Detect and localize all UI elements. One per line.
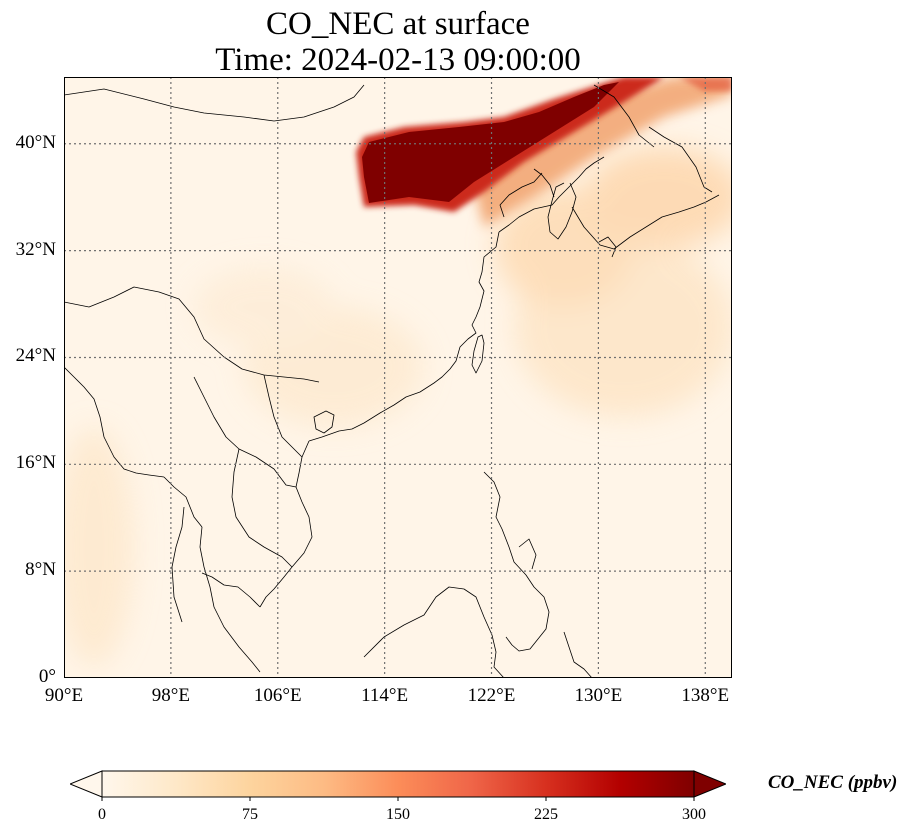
- colorbar-extend-high: [693, 770, 726, 798]
- colorbar-tick-label: 75: [242, 806, 258, 823]
- co-plume: [356, 77, 732, 227]
- lat-tick-label: 32°N: [15, 238, 56, 260]
- map-panel: [64, 77, 732, 678]
- lon-tick-label: 114°E: [361, 685, 409, 706]
- lon-tick-label: 122°E: [467, 685, 516, 706]
- lat-tick-label: 40°N: [15, 131, 56, 153]
- colorbar-gradient: [102, 771, 694, 797]
- gridlines: [64, 77, 732, 678]
- lon-tick-label: 138°E: [681, 685, 730, 706]
- colorbar-tick-label: 300: [682, 806, 706, 823]
- lat-tick-label: 16°N: [15, 452, 56, 474]
- chart-subtitle-time: Time: 2024-02-13 09:00:00: [215, 42, 581, 78]
- lat-tick-label: 8°N: [25, 559, 56, 581]
- lon-tick-label: 106°E: [253, 685, 302, 706]
- lat-tick-label: 24°N: [15, 345, 56, 367]
- lat-tick-label: 0°: [38, 666, 56, 687]
- colorbar-tick-label: 150: [386, 806, 410, 823]
- colorbar: [70, 770, 726, 801]
- lon-tick-label: 90°E: [44, 685, 84, 706]
- chart-title: CO_NEC at surface: [266, 6, 530, 42]
- coastlines: [64, 84, 720, 678]
- colorbar-extend-low: [70, 770, 103, 798]
- colorbar-label: CO_NEC (ppbv): [768, 772, 898, 793]
- colorbar-tick-label: 0: [98, 806, 106, 823]
- lon-tick-label: 98°E: [151, 685, 190, 706]
- colorbar-tick-label: 225: [534, 806, 558, 823]
- lon-tick-label: 130°E: [574, 685, 623, 706]
